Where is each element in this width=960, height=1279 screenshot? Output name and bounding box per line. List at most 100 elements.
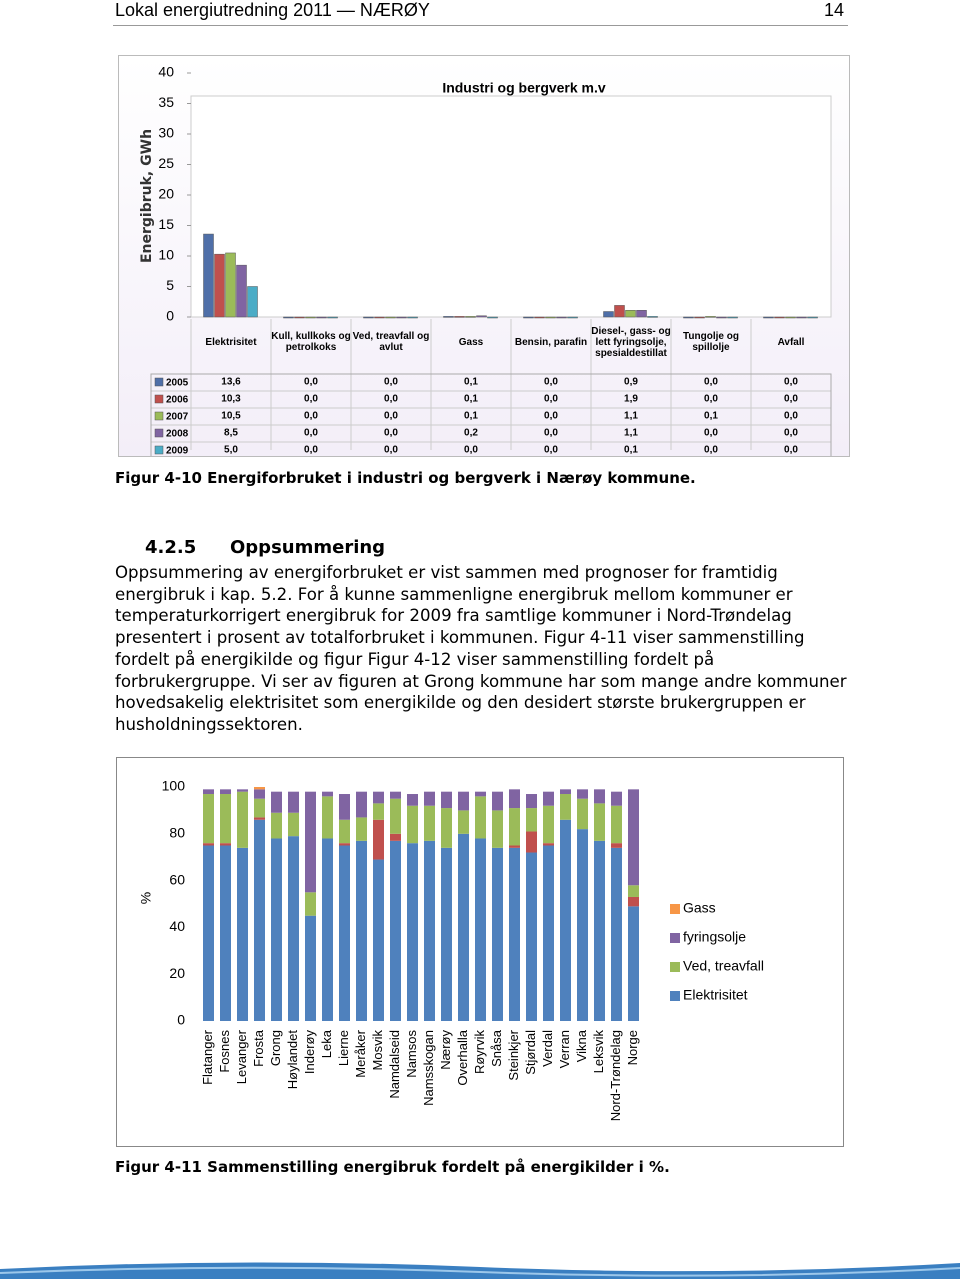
x-tick-label: Namsos: [404, 1030, 419, 1078]
table-cell: 0,0: [304, 377, 318, 388]
bar-segment: [254, 798, 265, 818]
chart-2: % 0 20 40 60 80 100 Flatanger Fosnes Levanger Fros…: [116, 757, 844, 1147]
bar-segment: [356, 791, 367, 818]
bar: [785, 316, 796, 319]
bar-segment: [560, 819, 571, 1021]
legend-swatch: [154, 394, 164, 404]
legend-swatch: [154, 377, 164, 387]
bar-segment: [577, 829, 588, 1021]
bar-segment: [441, 791, 452, 809]
y-tick-label: 40: [169, 918, 185, 934]
y-tick-label: 0: [166, 308, 174, 324]
bar-segment: [322, 838, 333, 1021]
table-cell: 0,0: [544, 411, 558, 422]
header-title: Lokal energiutredning 2011 — NÆRØY: [115, 0, 430, 20]
bar-segment: [373, 791, 384, 804]
x-tick-label: Flatanger: [200, 1029, 215, 1085]
bar: [396, 316, 407, 319]
bar: [443, 316, 454, 318]
bar-segment: [407, 805, 418, 844]
table-cell: 8,5: [224, 428, 238, 439]
bar-segment: [339, 794, 350, 820]
bar: [454, 316, 465, 318]
bar-segment: [322, 796, 333, 839]
bar-segment: [475, 838, 486, 1021]
table-cell: 0,1: [464, 394, 478, 405]
table-cell: 0,0: [784, 428, 798, 439]
x-tick-label: Nord-Trøndelag: [608, 1030, 623, 1121]
x-tick-label: Lierne: [336, 1030, 351, 1066]
x-tick-label: Verran: [557, 1030, 572, 1068]
bar-segment: [509, 847, 520, 1021]
footer-wave: [0, 1262, 960, 1279]
bar: [807, 316, 818, 319]
table-cell: 13,6: [221, 377, 241, 388]
bar: [214, 253, 225, 318]
bar-segment: [339, 845, 350, 1021]
table-cell: 0,0: [304, 394, 318, 405]
section-title: Oppsummering: [230, 537, 386, 558]
table-cell: 0,0: [384, 445, 398, 456]
table-cell: 0,0: [544, 428, 558, 439]
chart-1-plot: Industri og bergverk m.v Energibruk, GWh 0…: [139, 64, 832, 460]
legend-swatch: [670, 991, 680, 1001]
bar-segment: [220, 789, 231, 795]
table-cell: 0,0: [464, 445, 478, 456]
table-cell: 0,0: [784, 445, 798, 456]
table-cell: 0,0: [304, 445, 318, 456]
bar-segment: [220, 845, 231, 1021]
x-tick-label: Inderøy: [302, 1030, 317, 1075]
y-tick-label: 15: [158, 216, 174, 232]
paragraph: Oppsummering av energiforbruket er vist …: [115, 563, 847, 734]
x-tick-label: Røyrvik: [472, 1030, 487, 1075]
legend-label: Gass: [683, 900, 716, 916]
x-tick-label: Mosvik: [370, 1030, 385, 1071]
chart-1: Industri og bergverk m.v Energibruk, GWh 0…: [118, 55, 850, 460]
section-number: 4.2.5: [145, 537, 197, 558]
bar-segment: [305, 892, 316, 916]
table-cell: 0,0: [384, 428, 398, 439]
table-cell: 0,0: [304, 411, 318, 422]
bar-segment: [305, 915, 316, 1021]
bar-segment: [611, 847, 622, 1021]
legend-label: 2009: [166, 446, 189, 456]
figure-caption: Figur 4-11 Sammenstilling energibruk for…: [115, 1158, 670, 1176]
bar-segment: [509, 808, 520, 846]
bar-segment: [560, 789, 571, 795]
bar-segment: [594, 803, 605, 841]
table-cell: 1,1: [624, 428, 638, 439]
bar-segment: [628, 885, 639, 897]
bar-segment: [594, 840, 605, 1021]
legend-swatch: [154, 445, 164, 455]
table-cell: 0,0: [704, 377, 718, 388]
bar-segment: [203, 845, 214, 1021]
bar-segment: [543, 843, 554, 846]
bar: [763, 316, 774, 319]
bar-segment: [441, 808, 452, 848]
bar: [236, 264, 247, 318]
y-tick-label: 5: [166, 277, 174, 293]
bar: [716, 316, 727, 319]
y-tick-label: 20: [158, 186, 174, 202]
table-cell: 0,1: [704, 411, 718, 422]
table-cell: 0,1: [464, 411, 478, 422]
x-tick-label: Vikna: [574, 1029, 589, 1062]
x-tick-label: Snåsa: [489, 1029, 504, 1067]
table-border: [150, 373, 832, 460]
bar-segment: [407, 794, 418, 806]
bar-segment: [305, 791, 316, 893]
category-label: Bensin, parafin: [514, 336, 588, 348]
bar: [203, 233, 214, 318]
bar-segment: [594, 789, 605, 804]
bar: [374, 316, 385, 319]
table-cell: 0,0: [704, 445, 718, 456]
x-tick-label: Fosnes: [217, 1030, 232, 1073]
bar-segment: [254, 789, 265, 799]
bar-segment: [339, 819, 350, 844]
legend-swatch: [154, 411, 164, 421]
bar-segment: [611, 805, 622, 844]
bar-segment: [526, 831, 537, 853]
bar-segment: [288, 812, 299, 837]
table-cell: 0,0: [544, 394, 558, 405]
bar-segment: [611, 843, 622, 848]
